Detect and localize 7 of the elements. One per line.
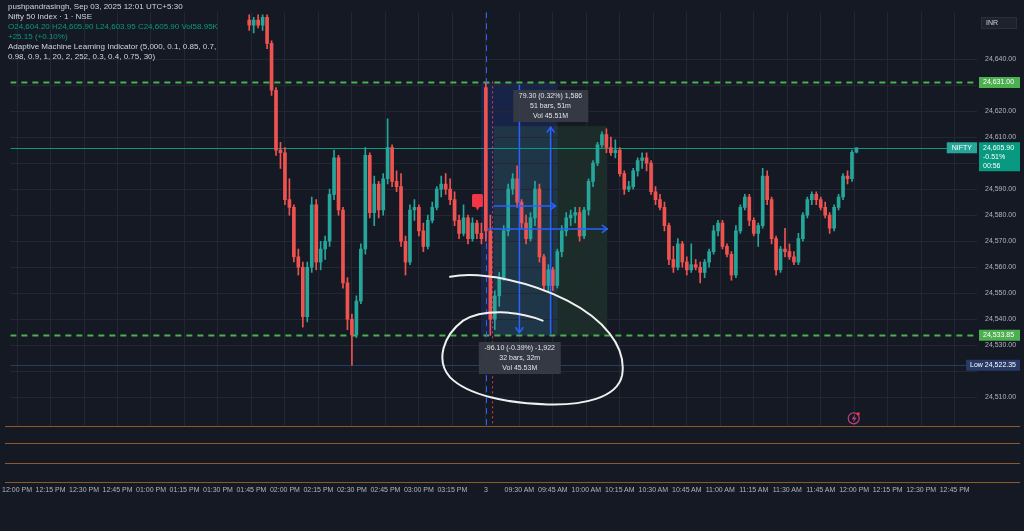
text: pushpandrasingh, Sep 03, 2025 12:01 UTC+5:30 — [8, 2, 184, 12]
text: O24,604.20 H24,605.90 L24,603.95 C24,605.90 Vol58.95K +25.15 (+0.10%) — [8, 22, 219, 42]
candlestick — [689, 243, 694, 273]
candlestick — [640, 152, 644, 169]
annotation: Adaptive Machine Learning Indicator (5,000, 0.1, 0.85, 0.7, 0.98, 0.9, 1, 20, 2, 252, 0.3, 0.4, 0.75, 30) — [8, 42, 218, 62]
candlestick — [783, 227, 787, 258]
chart-title: Nifty 50 Index · 1 · NSE — [8, 12, 94, 22]
